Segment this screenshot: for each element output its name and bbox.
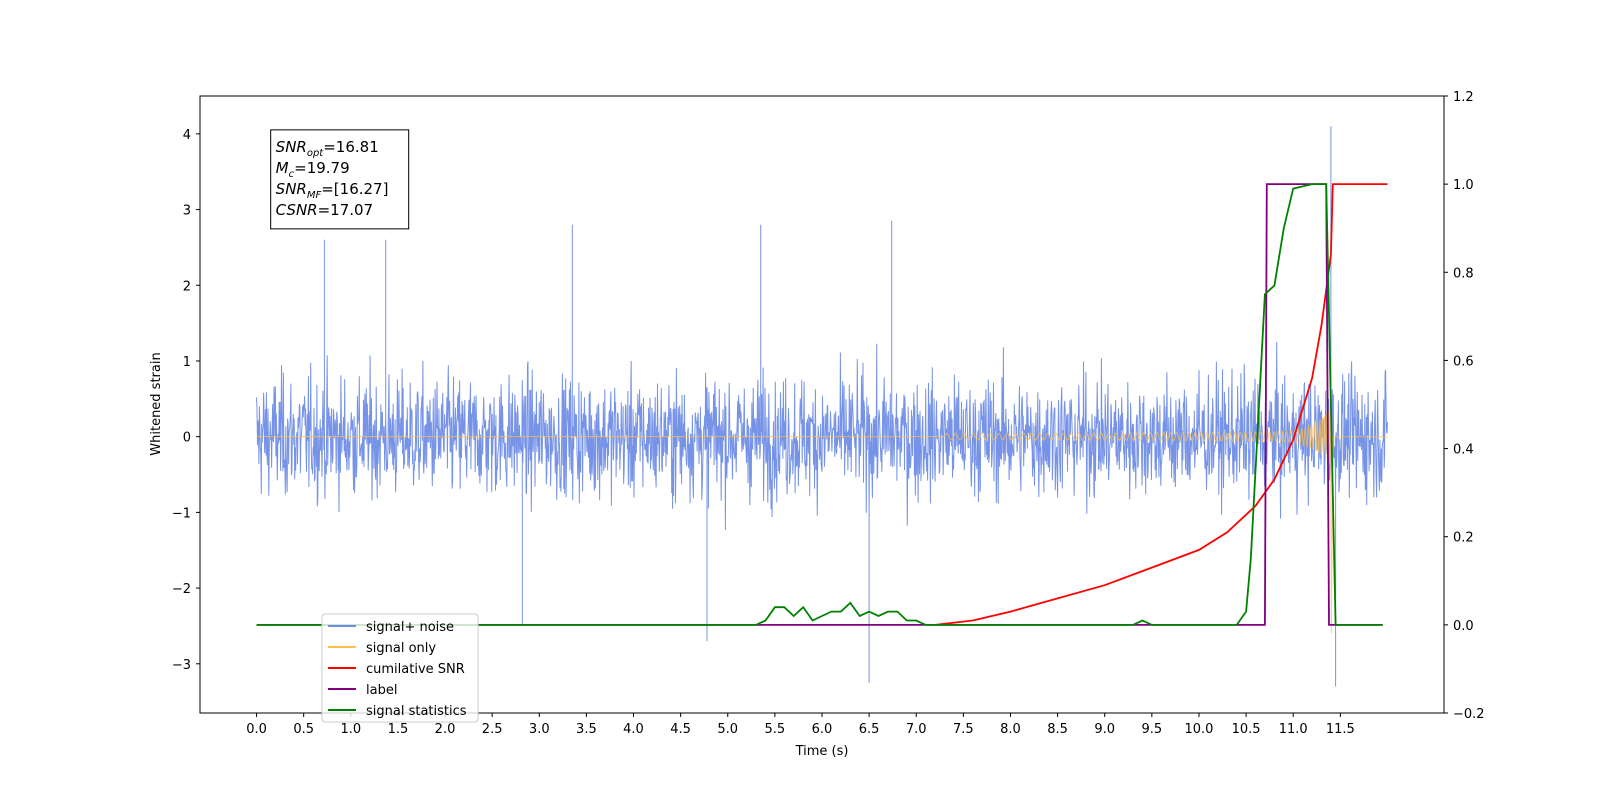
series-signal-only xyxy=(256,405,1388,634)
y-tick-label: −1 xyxy=(172,506,191,521)
legend-label: cumilative SNR xyxy=(366,662,465,677)
y-tick-label: −3 xyxy=(172,658,191,673)
y2-tick-label: 1.2 xyxy=(1453,90,1474,105)
legend-frame xyxy=(321,613,479,723)
y2-tick-label: 0.0 xyxy=(1453,619,1474,634)
x-tick-label: 0.5 xyxy=(293,722,314,737)
x-tick-label: 0.0 xyxy=(246,722,267,737)
legend: signal+ noise signal only cumilative SNR la… xyxy=(321,613,479,723)
y-axis-left: 4 3 2 1 0 −1 −2 −3 xyxy=(172,128,200,673)
annotation-frame xyxy=(270,129,410,230)
x-tick-label: 5.0 xyxy=(717,722,738,737)
x-tick-label: 4.0 xyxy=(623,722,644,737)
x-tick-label: 2.0 xyxy=(435,722,456,737)
x-tick-label: 10.5 xyxy=(1232,722,1261,737)
y-tick-label: 3 xyxy=(183,204,191,219)
y2-tick-label: 0.8 xyxy=(1453,266,1474,281)
x-tick-label: 6.5 xyxy=(859,722,880,737)
x-axis: 0.0 0.5 1.0 1.5 2.0 2.5 3.0 3.5 4.0 4.5 5.0 5.5 6.0 6… xyxy=(246,713,1355,737)
x-tick-label: 1.0 xyxy=(340,722,361,737)
x-tick-label: 9.5 xyxy=(1142,722,1163,737)
x-tick-label: 8.5 xyxy=(1047,722,1068,737)
x-axis-label: Time (s) xyxy=(795,744,849,759)
y2-tick-label: 0.6 xyxy=(1453,354,1474,369)
annotation-line: SNRMF=[16.27] xyxy=(276,180,389,201)
x-tick-label: 7.0 xyxy=(906,722,927,737)
legend-label: signal+ noise xyxy=(366,620,454,635)
x-tick-label: 10.0 xyxy=(1184,722,1213,737)
x-tick-label: 3.5 xyxy=(576,722,597,737)
plot-area xyxy=(256,126,1388,687)
x-tick-label: 7.5 xyxy=(953,722,974,737)
x-tick-label: 8.0 xyxy=(1000,722,1021,737)
x-tick-label: 11.0 xyxy=(1279,722,1308,737)
legend-label: signal only xyxy=(366,641,436,656)
y-axis-right: 1.2 1.0 0.8 0.6 0.4 0.2 0.0 −0.2 xyxy=(1444,90,1485,722)
series-signal-noise xyxy=(256,126,1388,687)
x-tick-label: 4.5 xyxy=(670,722,691,737)
y2-tick-label: 0.4 xyxy=(1453,443,1474,458)
y2-tick-label: −0.2 xyxy=(1453,707,1485,722)
annotation-line: SNRopt=16.81 xyxy=(276,138,379,159)
x-tick-label: 5.5 xyxy=(765,722,786,737)
y-axis-label: Whitened strain xyxy=(149,352,164,455)
annotation-line: Mc=19.79 xyxy=(276,159,350,180)
series-label xyxy=(256,183,1383,626)
y-tick-label: 2 xyxy=(183,279,191,294)
y-tick-label: −2 xyxy=(172,582,191,597)
series-signal-statistics xyxy=(256,183,1383,626)
legend-label: signal statistics xyxy=(366,704,467,719)
y2-tick-label: 1.0 xyxy=(1453,178,1474,193)
annotation-box: SNRopt=16.81Mc=19.79SNRMF=[16.27]CSNR=17… xyxy=(270,129,410,230)
x-tick-label: 11.5 xyxy=(1326,722,1355,737)
y-tick-label: 1 xyxy=(183,355,191,370)
legend-label: label xyxy=(366,683,397,698)
y-tick-label: 0 xyxy=(183,431,191,446)
x-tick-label: 6.0 xyxy=(812,722,833,737)
y-tick-label: 4 xyxy=(183,128,191,143)
x-tick-label: 9.0 xyxy=(1094,722,1115,737)
x-tick-label: 3.0 xyxy=(529,722,550,737)
x-tick-label: 1.5 xyxy=(388,722,409,737)
x-tick-label: 2.5 xyxy=(482,722,503,737)
annotation-line: CSNR=17.07 xyxy=(276,201,373,219)
y2-tick-label: 0.2 xyxy=(1453,531,1474,546)
